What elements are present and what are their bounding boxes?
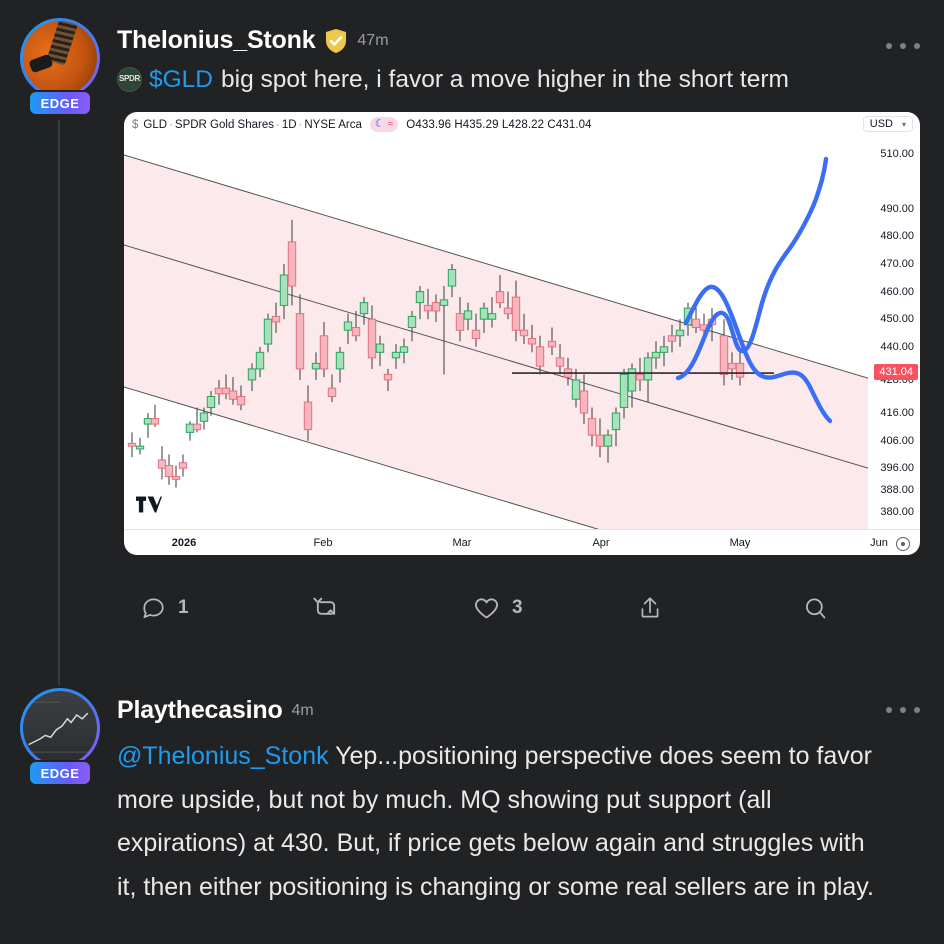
share-button[interactable]: [637, 585, 663, 631]
search-button[interactable]: [802, 585, 829, 631]
verified-shield-icon: [324, 28, 348, 54]
edge-badge: EDGE: [28, 90, 92, 116]
post-header: Playthecasino 4m: [117, 670, 877, 725]
reply-text: @Thelonius_Stonk Yep...positioning persp…: [117, 735, 877, 909]
candle-series: [127, 219, 745, 488]
tradingview-chart-card[interactable]: $ GLD · SPDR Gold Shares · 1D · NYSE Arca ☾ ≈ …: [124, 112, 920, 555]
reply-message: Yep...positioning perspective does seem …: [117, 742, 874, 901]
username[interactable]: Thelonius_Stonk: [117, 26, 316, 54]
like-button[interactable]: 3: [473, 585, 523, 631]
time-tick: May: [729, 537, 751, 549]
username[interactable]: Playthecasino: [117, 696, 283, 724]
more-options-icon[interactable]: [886, 36, 920, 56]
post-action-bar: 1 3: [140, 585, 860, 631]
comment-button[interactable]: 1: [140, 585, 189, 631]
price-tick: 440.00: [880, 340, 914, 353]
avatar-ring: [20, 18, 100, 98]
avatar-image-guitar: [23, 21, 97, 95]
timestamp: 4m: [291, 701, 314, 719]
price-tick: 388.00: [880, 484, 914, 497]
moon-icon: ☾: [374, 118, 385, 130]
post-text: SPDR $GLD big spot here, i favor a move …: [117, 63, 877, 96]
last-price-badge: 431.04: [874, 363, 918, 380]
tradingview-logo: [136, 496, 162, 519]
cashtag-link[interactable]: $GLD: [149, 66, 214, 93]
parallel-channel-band: [124, 154, 868, 529]
avatar-ring: [20, 688, 100, 768]
avatar-image-chart: [23, 691, 97, 765]
chart-ohlc-values: O433.96 H435.29 L428.22 C431.04: [406, 118, 592, 131]
price-tick: 460.00: [880, 285, 914, 298]
chart-description: SPDR Gold Shares: [174, 118, 274, 131]
price-tick: 406.00: [880, 434, 914, 447]
candlestick-plot[interactable]: [124, 137, 868, 529]
price-tick: 480.00: [880, 230, 914, 243]
price-tick: 470.00: [880, 257, 914, 270]
price-tick: 490.00: [880, 202, 914, 215]
time-tick: Jun: [870, 537, 888, 549]
edge-badge: EDGE: [28, 760, 92, 786]
chart-interval: 1D: [281, 118, 297, 131]
chart-exchange: NYSE Arca: [304, 118, 362, 131]
price-tick: 396.00: [880, 462, 914, 475]
chart-symbol-title: GLD · SPDR Gold Shares · 1D · NYSE Arca: [143, 119, 362, 131]
drawing-overlays: [512, 156, 833, 424]
mention-link[interactable]: @Thelonius_Stonk: [117, 742, 329, 770]
time-axis[interactable]: 2026 Feb Mar Apr May Jun: [124, 529, 920, 555]
comment-count: 1: [178, 597, 189, 618]
chart-plot-area[interactable]: 510.00 490.00 480.00 470.00 460.00 450.00 440.…: [124, 137, 920, 555]
time-tick: Mar: [452, 537, 472, 549]
price-axis[interactable]: 510.00 490.00 480.00 470.00 460.00 450.00 440.…: [868, 137, 920, 529]
thread-connector-line: [58, 120, 60, 685]
currency-selector[interactable]: USD ▾: [862, 116, 913, 132]
price-tick: 380.00: [880, 506, 914, 519]
time-tick: Feb: [313, 537, 333, 549]
projection-path-down: [683, 284, 833, 424]
avatar[interactable]: EDGE: [20, 18, 100, 116]
more-options-icon[interactable]: [886, 700, 920, 720]
wave-icon: ≈: [387, 118, 394, 130]
post-header: Thelonius_Stonk 47m: [117, 0, 877, 55]
projection-path-up: [675, 156, 829, 381]
like-count: 3: [512, 597, 523, 618]
spdr-ticker-icon: SPDR: [117, 67, 142, 93]
chart-symbol: GLD: [143, 118, 168, 131]
avatar[interactable]: EDGE: [20, 688, 100, 786]
chart-symbol-bar: $ GLD · SPDR Gold Shares · 1D · NYSE Arca ☾ ≈ …: [124, 112, 920, 137]
price-tick: 416.00: [880, 407, 914, 420]
chart-mode-pill[interactable]: ☾ ≈: [369, 117, 399, 132]
time-tick: 2026: [171, 537, 197, 549]
repost-button[interactable]: [312, 585, 340, 631]
timestamp: 47m: [357, 31, 389, 49]
sep-3: ·: [298, 118, 303, 131]
price-tick: 510.00: [880, 147, 914, 160]
dollar-icon: $: [132, 118, 139, 131]
sep-2: ·: [275, 118, 280, 131]
chevron-down-icon: ▾: [901, 119, 906, 129]
sep-1: ·: [169, 118, 173, 131]
price-tick: 450.00: [880, 313, 914, 326]
currency-label: USD: [869, 118, 893, 130]
chart-settings-gear-icon[interactable]: [896, 537, 910, 551]
time-tick: Apr: [592, 537, 610, 549]
post-message: big spot here, i favor a move higher in …: [221, 66, 789, 93]
